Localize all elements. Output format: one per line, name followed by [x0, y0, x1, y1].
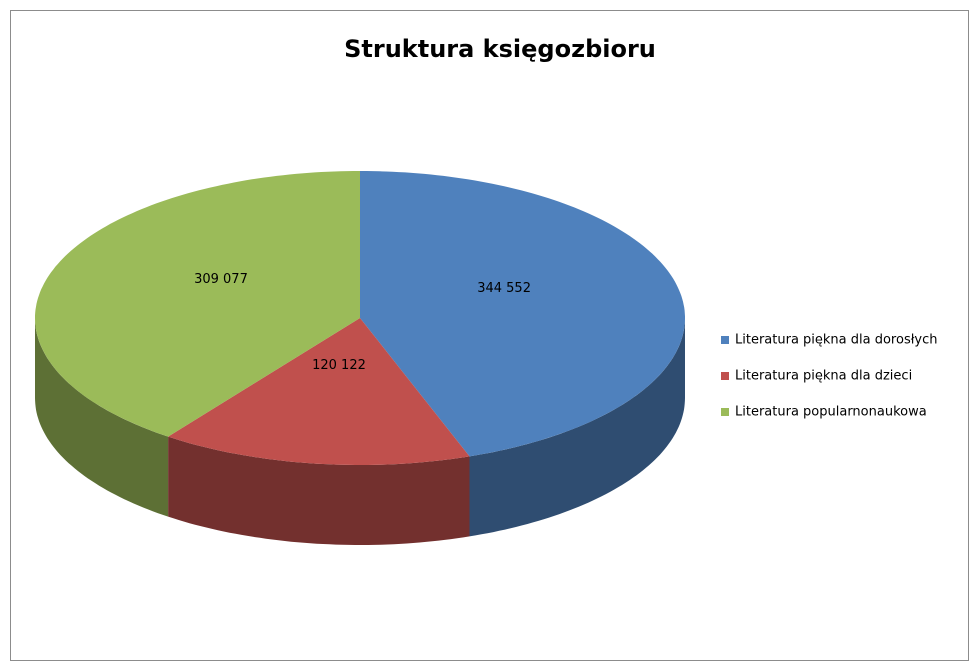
legend-label: Literatura piękna dla dorosłych — [735, 333, 938, 348]
data-label: 309 077 — [194, 272, 248, 287]
slice — [35, 171, 360, 437]
slice-side — [168, 436, 470, 545]
legend-label: Literatura popularnonaukowa — [735, 405, 927, 420]
legend-swatch — [721, 336, 729, 344]
legend-swatch — [721, 372, 729, 380]
slice — [360, 171, 685, 457]
legend-swatch — [721, 408, 729, 416]
data-label: 344 552 — [477, 281, 531, 296]
slice-side — [469, 318, 685, 537]
data-label: 120 122 — [312, 358, 366, 373]
slice-side — [35, 318, 169, 517]
legend-label: Literatura piękna dla dzieci — [735, 369, 912, 384]
slice — [168, 318, 470, 465]
chart-title: Struktura księgozbioru — [344, 35, 656, 63]
